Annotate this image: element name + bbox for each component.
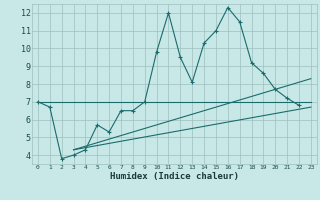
X-axis label: Humidex (Indice chaleur): Humidex (Indice chaleur) xyxy=(110,172,239,181)
